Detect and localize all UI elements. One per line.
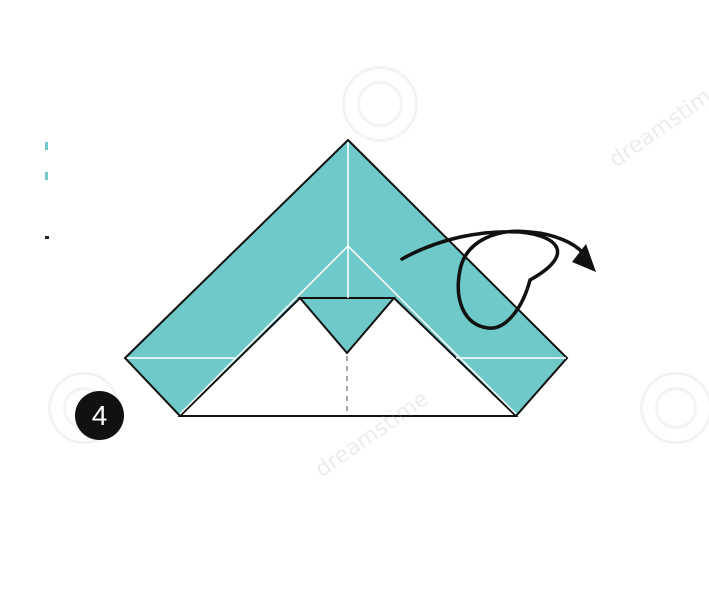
edge-mark [45,142,48,150]
turn-over-arrow [400,229,596,330]
edge-mark [45,172,48,180]
turn-over-arrow-path [400,229,587,330]
arrowhead-icon [572,244,596,272]
edge-mark [45,236,49,239]
crease-diagonal-right [347,245,517,415]
step-number-badge: 4 [75,391,124,440]
crease-diagonal-left [179,245,349,415]
center-flap [297,297,397,355]
